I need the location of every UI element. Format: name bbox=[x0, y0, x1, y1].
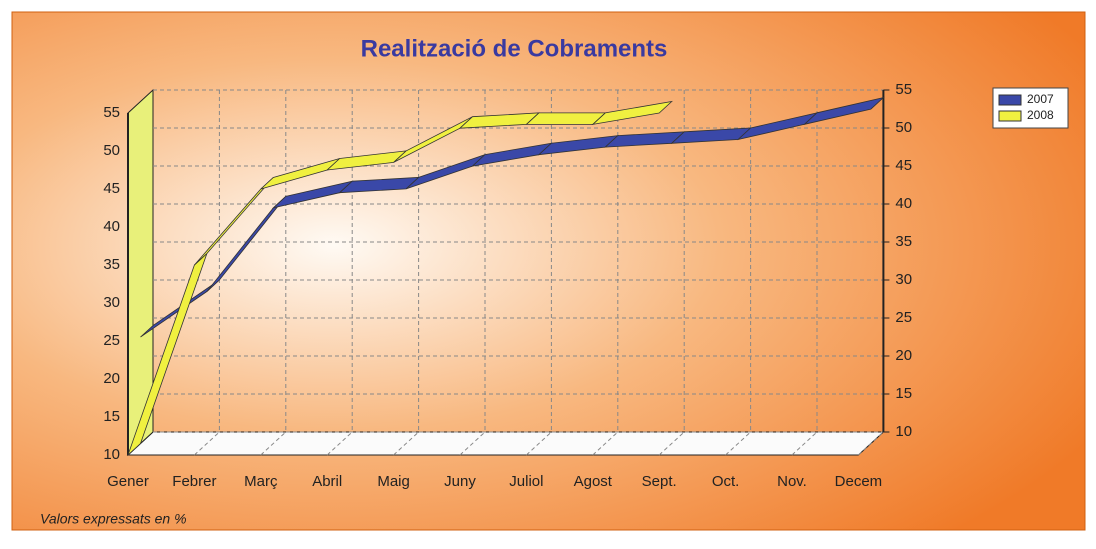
y-tick-label-right: 15 bbox=[895, 385, 912, 402]
y-tick-label-right: 35 bbox=[895, 233, 912, 250]
grid-line-floor bbox=[459, 431, 486, 456]
grid-line-floor bbox=[194, 431, 220, 456]
x-tick-label: Oct. bbox=[712, 473, 740, 490]
legend-label: 2007 bbox=[1027, 92, 1054, 106]
grid-line-floor bbox=[526, 431, 552, 456]
note: Valors expressats en % bbox=[40, 511, 187, 527]
ribbon-segment bbox=[591, 100, 673, 126]
y-tick-label-right: 55 bbox=[895, 81, 912, 98]
y-tick-label: 35 bbox=[103, 256, 120, 273]
legend: 2007 2008 bbox=[992, 87, 1069, 129]
grid-line-floor bbox=[260, 431, 287, 456]
x-tick-label: Juny bbox=[444, 473, 476, 490]
x-tick-label: Març bbox=[244, 473, 278, 490]
grid-line-floor bbox=[858, 431, 884, 456]
x-tick-label: Juliol bbox=[509, 473, 543, 490]
y-tick-label-right: 25 bbox=[895, 309, 912, 326]
legend-swatch bbox=[998, 110, 1022, 122]
y-tick-label-right: 10 bbox=[895, 423, 912, 440]
grid-line-floor bbox=[791, 431, 818, 456]
y-tick-label: 15 bbox=[103, 408, 120, 425]
x-tick-label: Sept. bbox=[642, 473, 677, 490]
y-tick-label-right: 30 bbox=[895, 271, 912, 288]
y-tick-label: 50 bbox=[103, 142, 120, 159]
y-tick-label-right: 45 bbox=[895, 157, 912, 174]
x-tick-label: Febrer bbox=[172, 473, 216, 490]
y-tick-label-right: 20 bbox=[895, 347, 912, 364]
y-tick-label: 10 bbox=[103, 446, 120, 463]
x-tick-label: Decem bbox=[835, 473, 883, 490]
y-tick-label-right: 50 bbox=[895, 119, 912, 136]
y-tick-label-right: 40 bbox=[895, 195, 912, 212]
y-tick-label: 40 bbox=[103, 218, 120, 235]
grid-line-floor bbox=[326, 431, 353, 456]
y-tick-label: 55 bbox=[103, 104, 120, 121]
grid-line-floor bbox=[658, 431, 685, 456]
y-tick-label: 30 bbox=[103, 294, 120, 311]
legend-label: 2008 bbox=[1027, 108, 1054, 122]
x-tick-label: Maig bbox=[377, 473, 410, 490]
x-tick-label: Gener bbox=[107, 473, 149, 490]
ribbon-segment bbox=[803, 96, 885, 126]
x-tick-label: Abril bbox=[312, 473, 342, 490]
legend-swatch bbox=[998, 94, 1022, 106]
ribbon-segment bbox=[525, 112, 607, 125]
y-tick-label: 25 bbox=[103, 332, 120, 349]
x-tick-label: Agost bbox=[574, 473, 613, 490]
grid-line-floor bbox=[592, 431, 619, 456]
x-tick-label: Nov. bbox=[777, 473, 807, 490]
chart-title: Realització de Cobraments bbox=[361, 35, 668, 62]
y-tick-label: 20 bbox=[103, 370, 120, 387]
grid-line-floor bbox=[393, 431, 419, 456]
floor bbox=[126, 431, 885, 456]
grid-line-floor bbox=[725, 431, 751, 456]
y-tick-label: 45 bbox=[103, 180, 120, 197]
